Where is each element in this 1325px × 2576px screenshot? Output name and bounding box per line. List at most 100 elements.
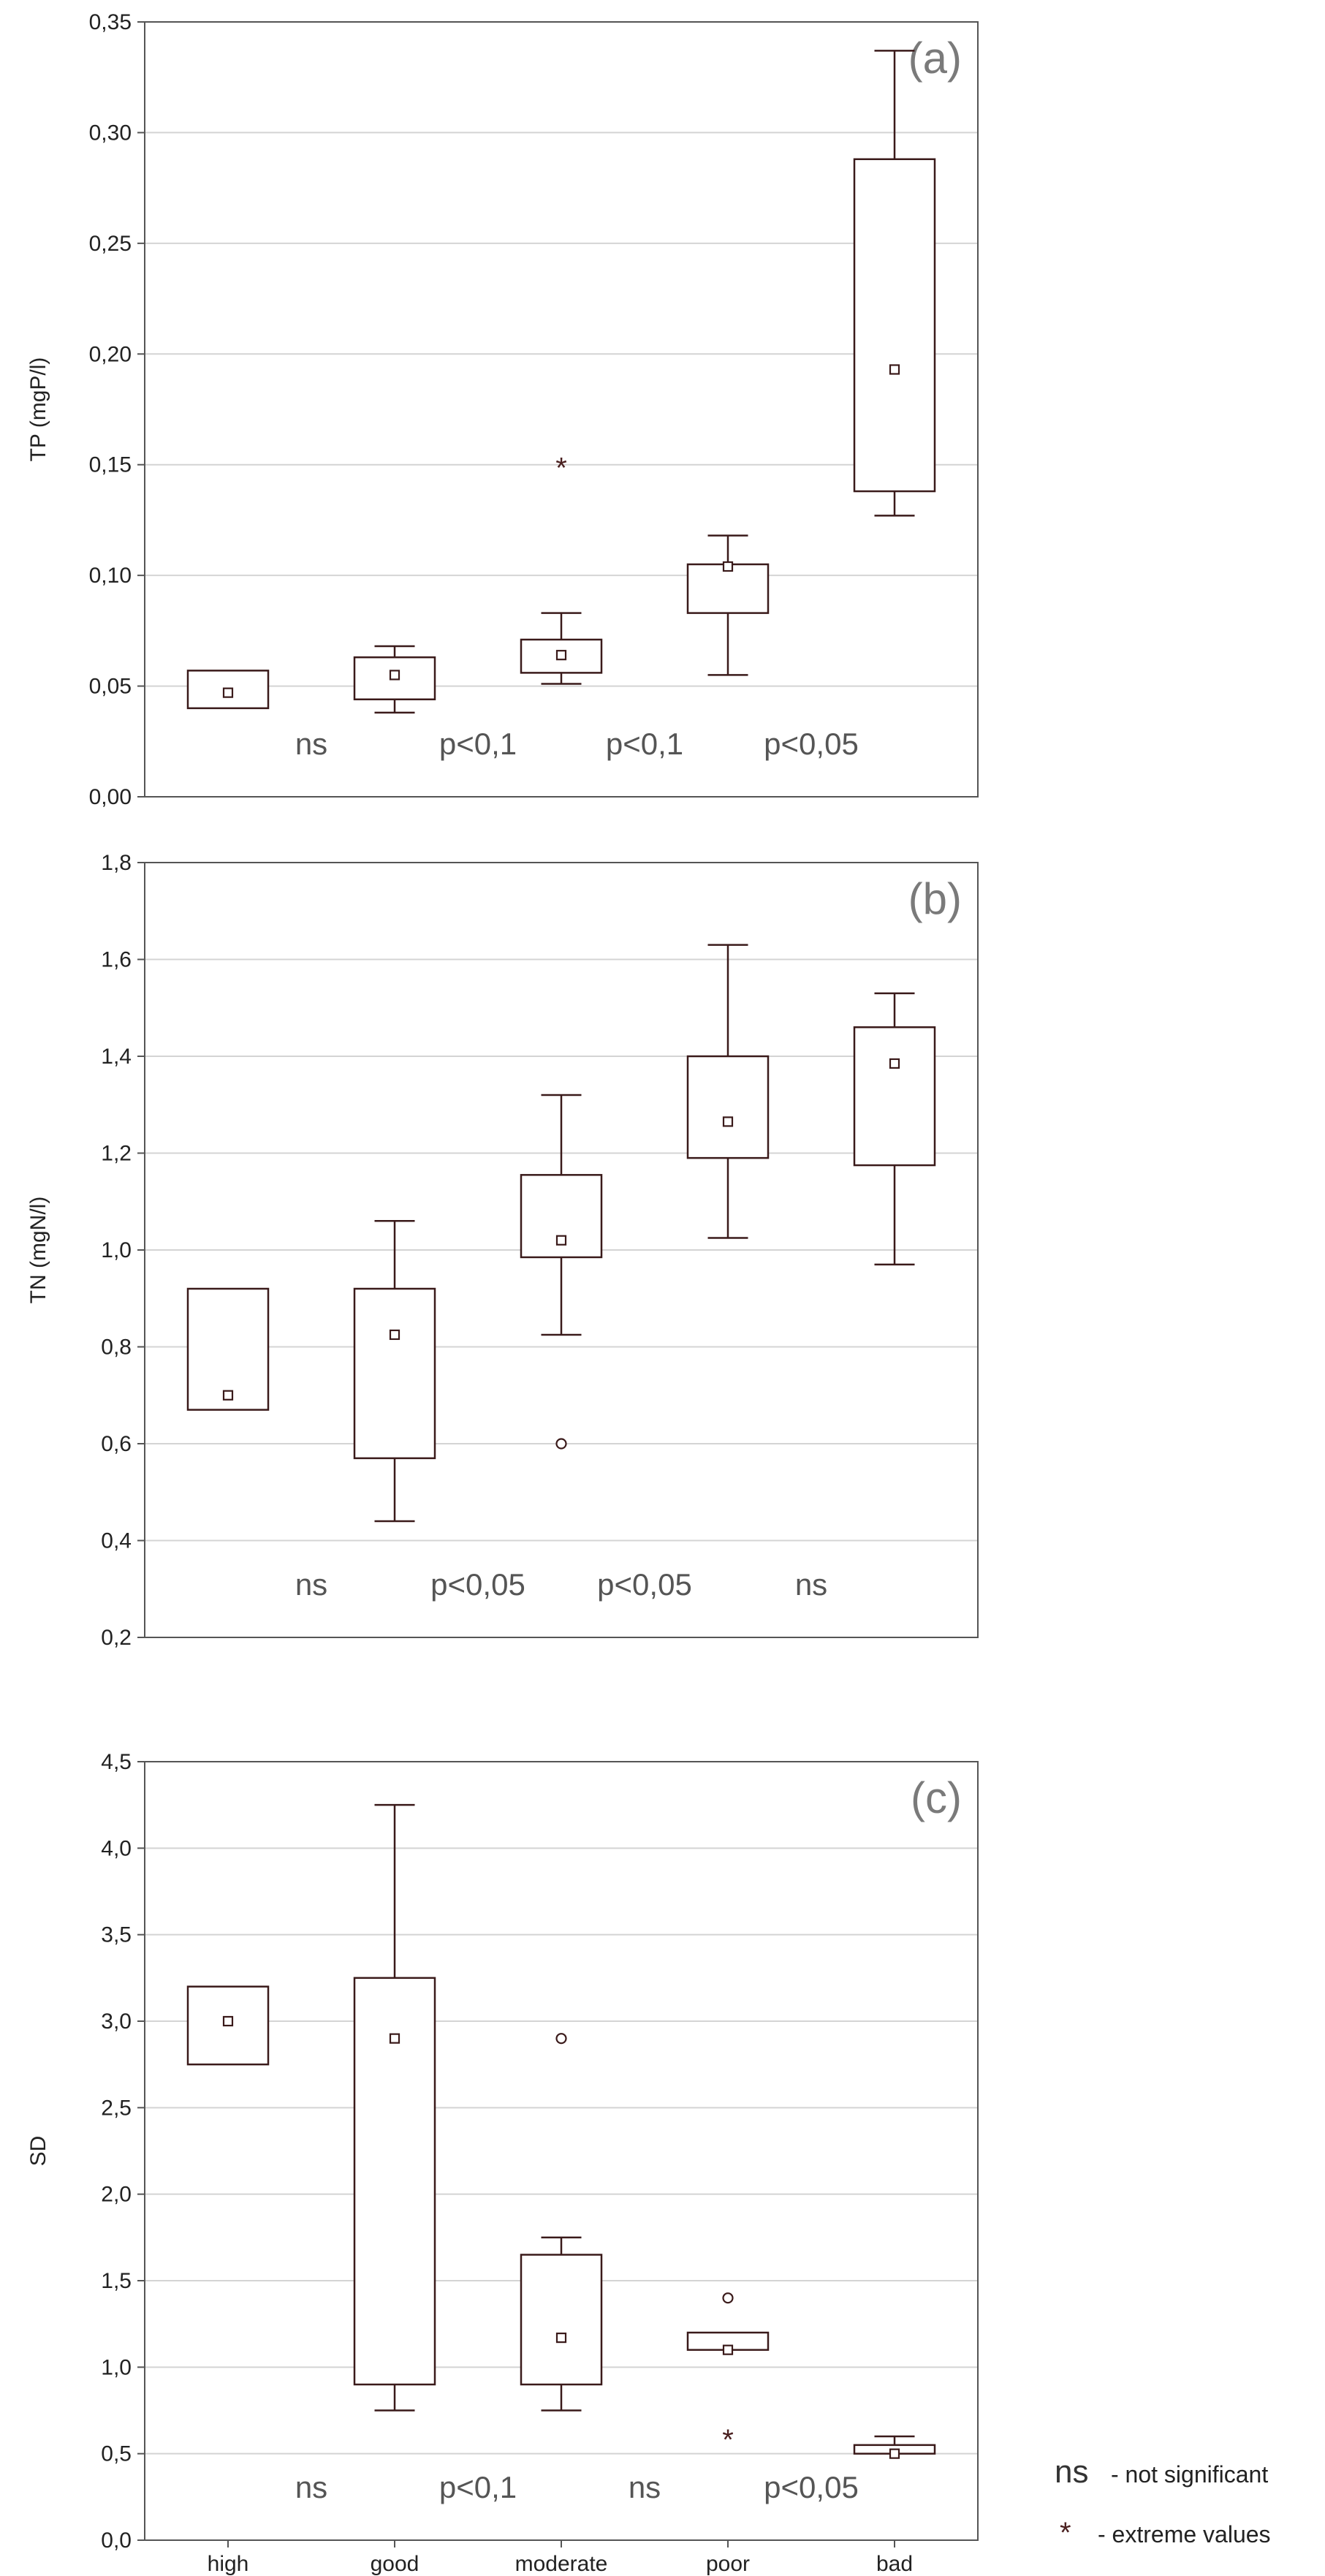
box-rect bbox=[186, 1287, 270, 1411]
legend-text-ns: - not significant bbox=[1111, 2461, 1268, 2488]
y-tick-label: 0,4 bbox=[101, 1529, 132, 1553]
y-tick-label: 0,00 bbox=[89, 785, 132, 809]
y-tick-label: 1,8 bbox=[101, 851, 132, 875]
category-label: poor bbox=[706, 2552, 750, 2576]
panel-1: 0,00 0,05 0,10 0,15 0,20 0,25 0,30 0,35 TP (mgP/… bbox=[26, 10, 979, 809]
legend-item-extreme: * - extreme values bbox=[1060, 2517, 1271, 2549]
panel-label: (c) bbox=[911, 1773, 962, 1822]
category-label: high bbox=[208, 2552, 249, 2576]
y-tick-label: 1,0 bbox=[101, 2355, 132, 2379]
box-moderate bbox=[520, 1094, 603, 1450]
extreme-point: * bbox=[555, 452, 567, 485]
box-rect bbox=[686, 563, 770, 614]
outlier-point bbox=[555, 2033, 567, 2045]
y-tick-label: 1,0 bbox=[101, 1238, 132, 1262]
box-bad bbox=[853, 2435, 936, 2459]
y-tick-label: 2,0 bbox=[101, 2183, 132, 2207]
box-rect bbox=[853, 158, 936, 493]
legend-item-ns: ns - not significant bbox=[1055, 2454, 1268, 2490]
y-tick-label: 0,25 bbox=[89, 232, 132, 256]
significance-label: p<0,05 bbox=[597, 1567, 692, 1602]
y-tick-label: 1,2 bbox=[101, 1142, 132, 1166]
box-high bbox=[186, 1287, 270, 1411]
y-tick-label: 4,5 bbox=[101, 1750, 132, 1774]
median-marker bbox=[389, 1329, 400, 1341]
legend-symbol-ns: ns bbox=[1055, 2454, 1088, 2490]
median-marker bbox=[889, 2448, 900, 2459]
y-tick-label: 0,6 bbox=[101, 1432, 132, 1456]
box-poor bbox=[686, 944, 770, 1239]
y-tick-label: 3,0 bbox=[101, 2009, 132, 2034]
significance-label: p<0,05 bbox=[764, 727, 859, 761]
significance-label: p<0,1 bbox=[439, 727, 517, 761]
outlier-point bbox=[555, 1438, 567, 1450]
panel-2: 0,2 0,4 0,6 0,8 1,0 1,2 1,4 1,6 1,8 TN (mgN/l) (b)… bbox=[26, 851, 979, 1650]
median-marker bbox=[722, 1116, 734, 1127]
y-tick-label: 1,4 bbox=[101, 1045, 132, 1069]
box-rect bbox=[686, 1055, 770, 1159]
y-axis-label: TN (mgN/l) bbox=[26, 1197, 50, 1304]
chart-panels: 0,00 0,05 0,10 0,15 0,20 0,25 0,30 0,35 TP (mgP/… bbox=[26, 10, 979, 2576]
significance-label: ns bbox=[295, 2470, 327, 2504]
outlier-point bbox=[722, 2292, 734, 2304]
box-moderate bbox=[520, 2033, 603, 2412]
significance-label: p<0,1 bbox=[606, 727, 683, 761]
median-marker bbox=[222, 2015, 234, 2027]
y-axis-label: SD bbox=[26, 2136, 50, 2167]
significance-label: p<0,05 bbox=[430, 1567, 525, 1602]
y-tick-label: 2,5 bbox=[101, 2096, 132, 2120]
y-tick-label: 0,0 bbox=[101, 2528, 132, 2553]
box-moderate: * bbox=[520, 452, 603, 685]
median-marker bbox=[722, 2344, 734, 2355]
significance-label: ns bbox=[629, 2470, 661, 2504]
significance-label: ns bbox=[295, 727, 327, 761]
y-tick-label: 0,30 bbox=[89, 121, 132, 145]
plot-frame bbox=[144, 21, 979, 798]
box-rect bbox=[353, 1977, 436, 2386]
box-good bbox=[353, 1220, 436, 1523]
box-rect bbox=[853, 1026, 936, 1167]
box-rect bbox=[520, 2254, 603, 2386]
median-marker bbox=[889, 364, 900, 375]
y-tick-label: 0,05 bbox=[89, 675, 132, 699]
y-tick-label: 1,6 bbox=[101, 948, 132, 972]
legend-text-extreme: - extreme values bbox=[1098, 2521, 1271, 2547]
y-tick-label: 0,10 bbox=[89, 564, 132, 588]
y-tick-label: 4,0 bbox=[101, 1836, 132, 1860]
y-tick-label: 0,15 bbox=[89, 453, 132, 477]
median-marker bbox=[389, 2033, 400, 2044]
median-marker bbox=[389, 670, 400, 681]
box-bad bbox=[853, 992, 936, 1266]
box-high bbox=[186, 1985, 270, 2066]
significance-label: ns bbox=[795, 1567, 827, 1602]
median-marker bbox=[555, 1235, 567, 1246]
category-label: bad bbox=[876, 2552, 913, 2576]
median-marker bbox=[555, 2333, 567, 2344]
y-tick-label: 3,5 bbox=[101, 1923, 132, 1947]
extreme-point: * bbox=[722, 2424, 734, 2456]
median-marker bbox=[722, 561, 734, 572]
plot-frame bbox=[144, 862, 979, 1638]
box-rect bbox=[353, 1287, 436, 1460]
box-poor: * bbox=[686, 2292, 770, 2456]
box-good bbox=[353, 1803, 436, 2412]
significance-label: ns bbox=[295, 1567, 327, 1602]
panel-label: (b) bbox=[908, 874, 962, 923]
y-tick-label: 0,2 bbox=[101, 1626, 132, 1650]
legend: ns - not significant * - extreme values bbox=[1055, 2454, 1271, 2549]
y-axis-label: TP (mgP/l) bbox=[26, 357, 50, 462]
y-tick-label: 0,35 bbox=[89, 10, 132, 34]
legend-symbol-star: * bbox=[1060, 2517, 1071, 2549]
y-tick-label: 0,8 bbox=[101, 1336, 132, 1360]
category-label: moderate bbox=[515, 2552, 608, 2576]
box-poor bbox=[686, 534, 770, 676]
significance-label: p<0,1 bbox=[439, 2470, 517, 2504]
y-tick-label: 0,20 bbox=[89, 342, 132, 366]
box-bad bbox=[853, 50, 936, 517]
box-good bbox=[353, 645, 436, 714]
median-marker bbox=[222, 1390, 234, 1401]
significance-label: p<0,05 bbox=[764, 2470, 859, 2504]
y-tick-label: 1,5 bbox=[101, 2269, 132, 2293]
plot-frame bbox=[144, 1761, 979, 2541]
